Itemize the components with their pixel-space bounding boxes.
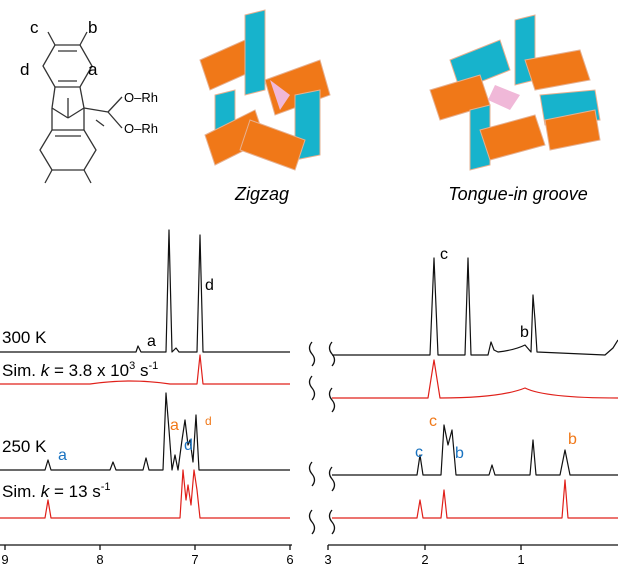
peak-label: a: [147, 333, 156, 350]
peak-label: d: [205, 414, 212, 428]
peak-label: c: [429, 413, 437, 430]
figure: c b d a O–Rh O–Rh Zigzag Tongue-in groov…: [0, 0, 618, 569]
spectra: [0, 230, 618, 550]
text-part: 250 K: [2, 437, 47, 456]
atom-label: d: [20, 60, 29, 79]
peak-label: d: [205, 277, 214, 294]
peak-label: a: [170, 417, 179, 434]
trace-label: 250 K: [2, 437, 47, 456]
atom-label: c: [30, 18, 39, 37]
text-part: = 3.8 x 10: [49, 361, 129, 380]
atom-label: b: [88, 18, 97, 37]
model-tongue: [430, 15, 600, 170]
trace-label: Sim. k = 13 s-1: [2, 481, 111, 501]
group-label: O–Rh: [124, 90, 158, 105]
tick-label: 7: [191, 552, 198, 567]
text-part: 300 K: [2, 328, 47, 347]
tick-label: 3: [324, 552, 331, 567]
group-label: O–Rh: [124, 121, 158, 136]
text-part: -1: [148, 360, 158, 372]
tick-label: 6: [286, 552, 293, 567]
peak-label: c: [415, 444, 423, 461]
text-part: Sim.: [2, 482, 41, 501]
peak-label: d: [184, 437, 193, 454]
model-zigzag: [200, 10, 330, 170]
tick-label: 2: [421, 552, 428, 567]
trace-label: Sim. k = 3.8 x 103 s-1: [2, 360, 158, 380]
caption: Zigzag: [234, 184, 289, 204]
peak-label: b: [520, 324, 529, 341]
text-part: -1: [101, 481, 111, 493]
structure: [40, 32, 122, 183]
tick-label: 1: [517, 552, 524, 567]
caption: Tongue-in groove: [448, 184, 587, 204]
peak-label: a: [58, 447, 67, 464]
atom-label: a: [88, 60, 98, 79]
peak-label: c: [440, 246, 448, 263]
peak-label: b: [455, 445, 464, 462]
trace-label: 300 K: [2, 328, 47, 347]
tick-label: 8: [96, 552, 103, 567]
text-part: = 13 s: [49, 482, 101, 501]
tick-label: 9: [1, 552, 8, 567]
peak-label: b: [568, 431, 577, 448]
text-part: s: [135, 361, 148, 380]
text-part: Sim.: [2, 361, 41, 380]
